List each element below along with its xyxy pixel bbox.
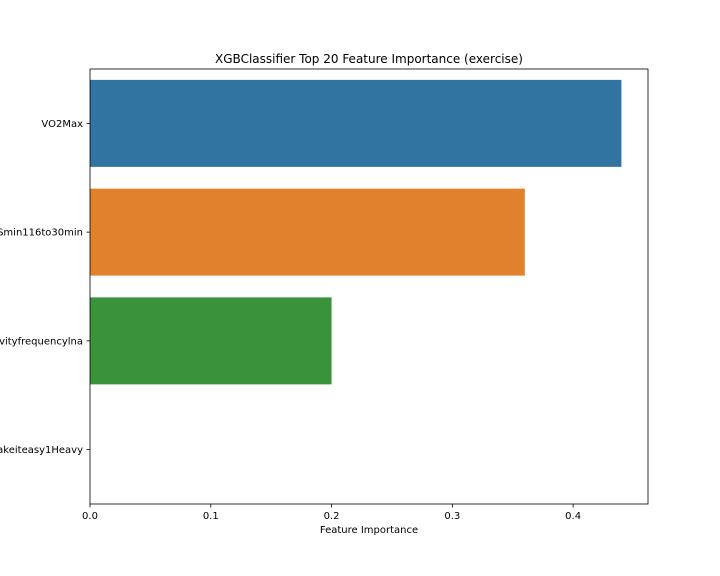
bars-group: [90, 79, 622, 385]
chart-title: XGBClassifier Top 20 Feature Importance …: [215, 52, 523, 66]
x-tick-label: 0.2: [324, 511, 340, 522]
plot-frame: [89, 68, 649, 505]
y-tick-label: VO2Max: [41, 119, 83, 130]
bar-3: [90, 297, 332, 385]
y-tick-label: Smin116to30min: [0, 228, 83, 239]
bar-2: [90, 188, 525, 276]
x-tick-label: 0.4: [565, 511, 581, 522]
x-axis-label: Feature Importance: [320, 525, 418, 536]
y-tick-label: akeiteasy1Heavy: [0, 445, 83, 456]
x-tick-label: 0.1: [203, 511, 219, 522]
y-ticks: VO2Max Smin116to30min vityfrequencylna akei…: [0, 119, 90, 456]
bar-1: [90, 79, 622, 167]
y-tick-label: vityfrequencylna: [0, 336, 83, 347]
x-tick-label: 0.0: [82, 511, 98, 522]
x-tick-label: 0.3: [444, 511, 460, 522]
x-ticks: 0.0 0.1 0.2 0.3 0.4: [82, 504, 581, 522]
